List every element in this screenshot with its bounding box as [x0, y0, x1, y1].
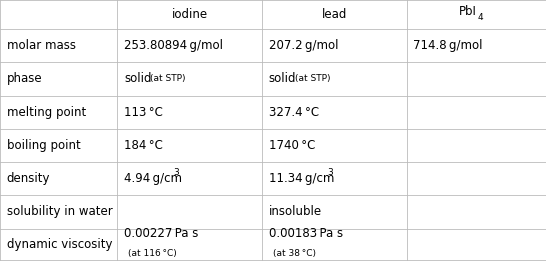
Text: dynamic viscosity: dynamic viscosity: [7, 238, 112, 251]
Text: 207.2 g/mol: 207.2 g/mol: [269, 39, 338, 52]
Text: 714.8 g/mol: 714.8 g/mol: [413, 39, 483, 52]
Text: 327.4 °C: 327.4 °C: [269, 106, 319, 119]
Text: iodine: iodine: [171, 8, 208, 21]
Text: (at STP): (at STP): [295, 75, 330, 83]
Text: 0.00227 Pa s: 0.00227 Pa s: [124, 227, 198, 240]
Text: 113 °C: 113 °C: [124, 106, 163, 119]
Text: (at 38 °C): (at 38 °C): [273, 249, 316, 258]
Text: density: density: [7, 172, 50, 185]
Text: 184 °C: 184 °C: [124, 139, 163, 152]
Text: boiling point: boiling point: [7, 139, 80, 152]
Text: 253.80894 g/mol: 253.80894 g/mol: [124, 39, 223, 52]
Text: 3: 3: [173, 168, 179, 177]
Text: solid: solid: [269, 73, 296, 85]
Text: insoluble: insoluble: [269, 206, 322, 218]
Text: PbI: PbI: [459, 4, 476, 17]
Text: (at 116 °C): (at 116 °C): [128, 249, 177, 258]
Text: solubility in water: solubility in water: [7, 206, 112, 218]
Text: melting point: melting point: [7, 106, 86, 119]
Text: 3: 3: [328, 168, 334, 177]
Text: 4: 4: [477, 12, 483, 22]
Text: phase: phase: [7, 73, 42, 85]
Text: 1740 °C: 1740 °C: [269, 139, 315, 152]
Text: (at STP): (at STP): [150, 75, 186, 83]
Text: 0.00183 Pa s: 0.00183 Pa s: [269, 227, 343, 240]
Text: molar mass: molar mass: [7, 39, 75, 52]
Text: lead: lead: [322, 8, 347, 21]
Text: solid: solid: [124, 73, 151, 85]
Text: 11.34 g/cm: 11.34 g/cm: [269, 172, 334, 185]
Text: 4.94 g/cm: 4.94 g/cm: [124, 172, 182, 185]
